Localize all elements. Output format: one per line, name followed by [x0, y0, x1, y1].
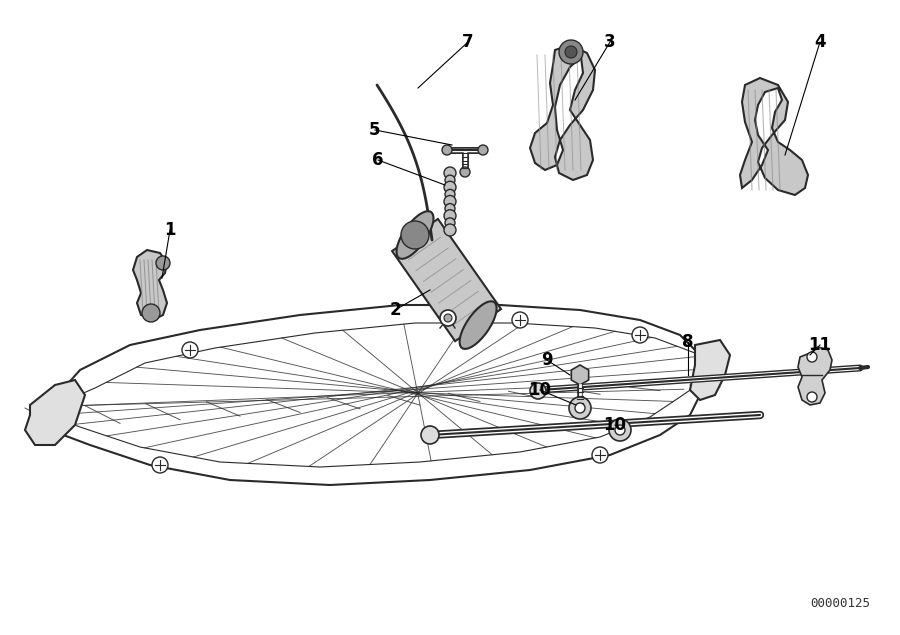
Circle shape: [444, 167, 456, 179]
Circle shape: [559, 40, 583, 64]
Circle shape: [512, 312, 528, 328]
Circle shape: [807, 352, 817, 362]
Text: 4: 4: [814, 33, 826, 51]
Circle shape: [565, 46, 577, 58]
Text: 3: 3: [604, 33, 616, 51]
Polygon shape: [740, 78, 808, 195]
Circle shape: [609, 419, 631, 441]
Polygon shape: [530, 45, 595, 180]
Polygon shape: [392, 219, 501, 341]
Circle shape: [807, 392, 817, 402]
Circle shape: [142, 304, 160, 322]
Polygon shape: [133, 250, 167, 320]
Circle shape: [152, 457, 168, 473]
Circle shape: [442, 145, 452, 155]
Polygon shape: [690, 340, 730, 400]
Circle shape: [460, 167, 470, 177]
Text: 8: 8: [682, 333, 694, 351]
Circle shape: [445, 189, 455, 199]
Text: 00000125: 00000125: [810, 597, 870, 610]
Text: 1: 1: [164, 221, 176, 239]
Circle shape: [478, 145, 488, 155]
Circle shape: [421, 426, 439, 444]
Text: 7: 7: [463, 33, 473, 51]
Circle shape: [444, 314, 452, 322]
Circle shape: [444, 196, 456, 208]
Circle shape: [530, 383, 546, 399]
Circle shape: [444, 181, 456, 193]
Text: 10: 10: [604, 416, 626, 434]
Circle shape: [615, 425, 625, 435]
Circle shape: [444, 224, 456, 236]
Circle shape: [445, 218, 455, 228]
Text: 9: 9: [541, 351, 553, 369]
Circle shape: [182, 342, 198, 358]
Circle shape: [592, 447, 608, 463]
Ellipse shape: [397, 211, 434, 259]
Ellipse shape: [460, 301, 497, 349]
Circle shape: [569, 397, 591, 419]
Text: 10: 10: [528, 381, 552, 399]
Polygon shape: [572, 365, 589, 385]
Circle shape: [444, 210, 456, 222]
Polygon shape: [25, 380, 85, 445]
Text: 5: 5: [369, 121, 381, 139]
Polygon shape: [798, 347, 832, 405]
Circle shape: [445, 175, 455, 185]
Text: 2: 2: [389, 301, 400, 319]
Text: 6: 6: [373, 151, 383, 169]
Circle shape: [575, 403, 585, 413]
Circle shape: [401, 221, 429, 249]
Circle shape: [440, 310, 456, 326]
Text: 11: 11: [808, 336, 832, 354]
Polygon shape: [35, 305, 700, 485]
Circle shape: [632, 327, 648, 343]
Circle shape: [156, 256, 170, 270]
Circle shape: [445, 204, 455, 213]
